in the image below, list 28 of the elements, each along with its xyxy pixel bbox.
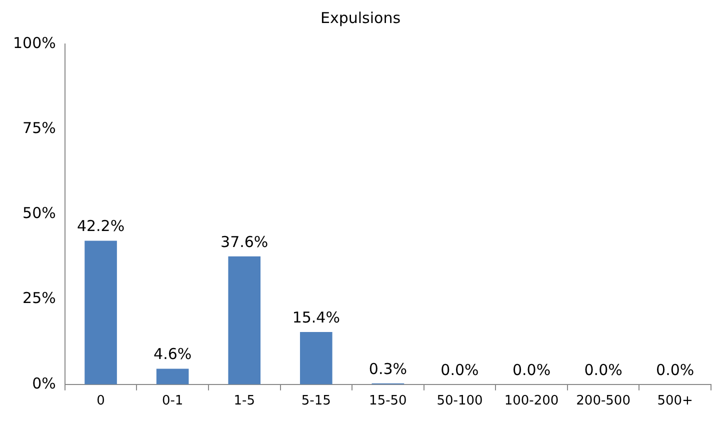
x-tick-label: 5-15 [301, 394, 331, 409]
y-tick-label: 0% [32, 374, 56, 392]
bar [300, 332, 332, 384]
data-label: 0.0% [440, 360, 479, 379]
y-tick-label: 100% [12, 34, 56, 52]
x-tick-label: 100-200 [504, 394, 559, 409]
bar [84, 240, 117, 384]
y-tick-label: 25% [22, 289, 56, 308]
data-label: 0.3% [368, 360, 407, 378]
y-tick-label: 50% [22, 204, 56, 222]
bar [156, 368, 189, 384]
data-label: 0.0% [584, 360, 622, 379]
chart-title: Expulsions [320, 8, 401, 27]
data-label: 42.2% [76, 217, 125, 236]
x-tick-label: 15-50 [369, 394, 407, 409]
data-label: 37.6% [220, 232, 268, 251]
data-label: 4.6% [154, 345, 192, 364]
x-tick-label: 1-5 [234, 394, 255, 409]
y-tick-label: 75% [22, 118, 56, 137]
x-tick-label: 500+ [657, 394, 693, 409]
data-label: 15.4% [292, 308, 340, 326]
bar [228, 256, 261, 384]
x-tick-label: 50-100 [436, 394, 483, 409]
x-tick-label: 0-1 [162, 394, 184, 409]
data-label: 0.0% [512, 360, 551, 379]
x-tick-label: 0 [96, 394, 105, 409]
x-tick-label: 200-500 [576, 394, 630, 409]
data-label: 0.0% [656, 360, 694, 379]
